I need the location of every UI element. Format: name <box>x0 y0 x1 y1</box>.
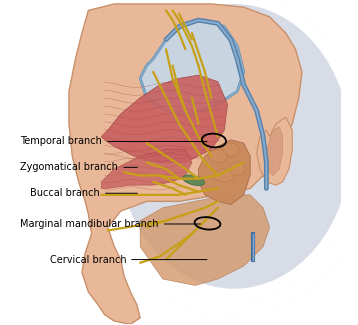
Polygon shape <box>101 75 228 162</box>
Text: Buccal branch: Buccal branch <box>30 188 137 198</box>
Polygon shape <box>257 117 292 185</box>
Ellipse shape <box>117 4 350 289</box>
Text: Marginal mandibular branch: Marginal mandibular branch <box>20 219 200 229</box>
Ellipse shape <box>214 169 234 182</box>
Polygon shape <box>69 4 302 324</box>
Text: Temporal branch: Temporal branch <box>20 136 207 147</box>
Polygon shape <box>101 150 192 188</box>
Polygon shape <box>140 195 270 285</box>
Ellipse shape <box>208 150 228 162</box>
Text: Zygomatical branch: Zygomatical branch <box>20 162 137 172</box>
Ellipse shape <box>183 175 204 186</box>
Text: Cervical branch: Cervical branch <box>49 254 207 265</box>
Polygon shape <box>198 140 250 204</box>
Polygon shape <box>266 127 282 176</box>
Ellipse shape <box>223 143 239 156</box>
Polygon shape <box>140 20 244 114</box>
Ellipse shape <box>229 162 245 176</box>
